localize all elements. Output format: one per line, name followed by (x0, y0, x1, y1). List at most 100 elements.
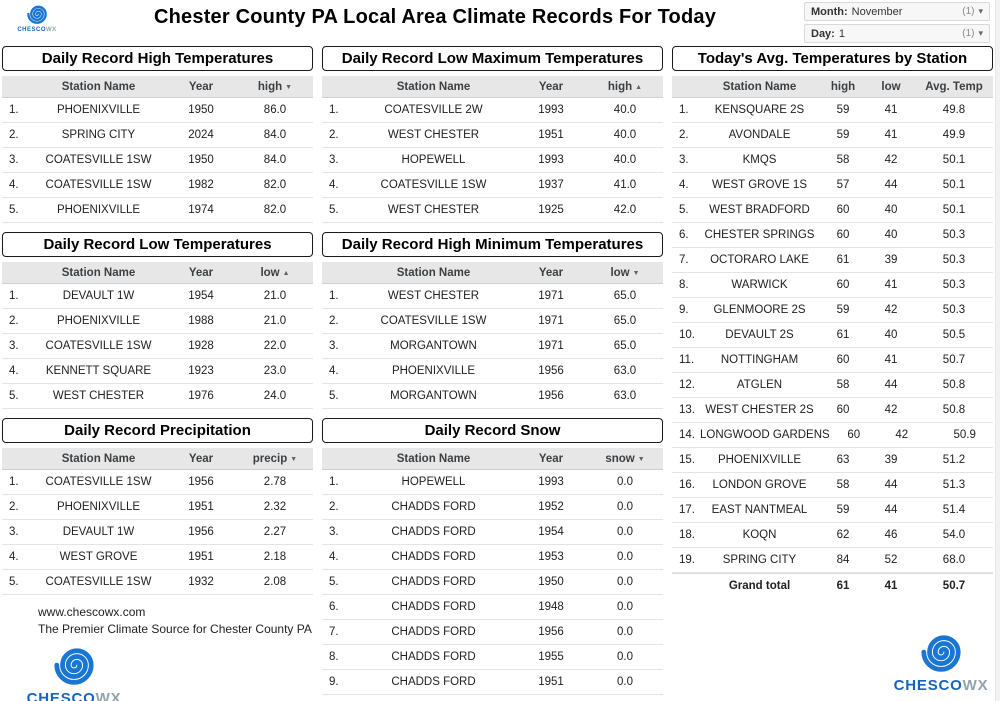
column-header-station-name[interactable]: Station Name (32, 453, 165, 465)
row-index: 1. (329, 476, 339, 488)
table-cell: 60 (847, 429, 861, 441)
table-cell: 50.8 (942, 404, 966, 416)
table-cell: 42 (884, 404, 898, 416)
row-index: 5. (329, 390, 339, 402)
month-filter-dropdown[interactable]: Month: November (1) ▾ (804, 2, 990, 21)
table-cell: MORGANTOWN (390, 340, 477, 352)
table-row: 1. HOPEWELL 1993 0.0 (322, 470, 663, 495)
column-header-station-name[interactable]: Station Name (32, 267, 165, 279)
column-header-station-name[interactable]: Station Name (32, 81, 165, 93)
table-row: 8. CHADDS FORD 1955 0.0 (322, 645, 663, 670)
column-header-label: Year (188, 266, 214, 279)
table-cell: 2024 (188, 129, 214, 141)
row-index: 7. (679, 254, 689, 266)
table-cell: WEST CHESTER (387, 129, 480, 141)
table-cell: 50.1 (942, 204, 966, 216)
column-header-year[interactable]: Year (165, 267, 237, 279)
table-cell: 0.0 (617, 501, 633, 513)
scrollbar-track[interactable] (995, 0, 1000, 701)
row-index: 5. (9, 204, 19, 216)
table-cell: 2.32 (263, 501, 287, 513)
table-cell: 0.0 (617, 526, 633, 538)
table-cell: 60 (836, 204, 850, 216)
column-header-high[interactable]: high ▲ (587, 81, 663, 93)
website-url[interactable]: www.chescowx.com (38, 605, 146, 619)
table-cell: COATESVILLE 1SW (45, 340, 152, 352)
column-header-low[interactable]: low (867, 81, 915, 93)
table-title: Daily Record High Temperatures (2, 46, 313, 71)
column-header-low[interactable]: low ▲ (237, 267, 313, 279)
column-header-year[interactable]: Year (515, 81, 587, 93)
table-cell: 82.0 (263, 204, 287, 216)
table-cell: 1954 (538, 526, 564, 538)
table-row: 16. LONDON GROVE 58 44 51.3 (672, 473, 993, 498)
table-row: 3. COATESVILLE 1SW 1928 22.0 (2, 334, 313, 359)
column-header-year[interactable]: Year (165, 81, 237, 93)
table-cell: 42 (895, 429, 909, 441)
column-header-label: high (830, 80, 856, 93)
table-cell: CHADDS FORD (391, 551, 476, 563)
middle-column: Daily Record Low Maximum Temperatures St… (322, 46, 663, 701)
table-cell: 1928 (188, 340, 214, 352)
table-cell: 1952 (538, 501, 564, 513)
table-cell: 2.08 (263, 576, 287, 588)
table-cell: 50.3 (942, 229, 966, 241)
column-header-year[interactable]: Year (165, 453, 237, 465)
column-header-station-name[interactable]: Station Name (352, 267, 515, 279)
table-cell: WEST CHESTER (387, 290, 480, 302)
table-cell: 50.1 (942, 179, 966, 191)
table-row: 3. HOPEWELL 1993 40.0 (322, 148, 663, 173)
table-row: 10. DEVAULT 2S 61 40 50.5 (672, 323, 993, 348)
table-row: 12. ATGLEN 58 44 50.8 (672, 373, 993, 398)
row-index: 9. (679, 304, 689, 316)
table-cell: 40 (884, 229, 898, 241)
table-cell: 50.3 (942, 279, 966, 291)
table-title: Daily Record High Minimum Temperatures (322, 232, 663, 257)
table-cell: 65.0 (613, 340, 637, 352)
column-header-station-name[interactable]: Station Name (700, 81, 819, 93)
table-cell: AVONDALE (728, 129, 791, 141)
table-cell: 44 (884, 504, 898, 516)
day-filter-dropdown[interactable]: Day: 1 (1) ▾ (804, 24, 990, 43)
sort-desc-icon: ▼ (285, 83, 293, 91)
column-header-station-name[interactable]: Station Name (352, 453, 515, 465)
table-row: 2. COATESVILLE 1SW 1971 65.0 (322, 309, 663, 334)
row-index: 18. (679, 529, 695, 541)
row-index: 1. (329, 290, 339, 302)
table-cell: COATESVILLE 1SW (45, 576, 152, 588)
row-index: 7. (329, 626, 339, 638)
table-cell: DEVAULT 1W (62, 526, 135, 538)
table-cell: 84.0 (263, 154, 287, 166)
column-header-station-name[interactable]: Station Name (352, 81, 515, 93)
table-cell: 0.0 (617, 551, 633, 563)
row-index: 3. (329, 154, 339, 166)
column-header-precip[interactable]: precip ▼ (237, 453, 313, 465)
table-body: 1. HOPEWELL 1993 0.0 2. CHADDS FORD 1952 0.0 3. C… (322, 470, 663, 695)
table-row: 5. WEST BRADFORD 60 40 50.1 (672, 198, 993, 223)
table-cell: WEST CHESTER (387, 204, 480, 216)
column-header-year[interactable]: Year (515, 453, 587, 465)
table-cell: 49.9 (942, 129, 966, 141)
table-cell: CHADDS FORD (391, 651, 476, 663)
month-filter-count: (1) (962, 6, 975, 17)
column-header-snow[interactable]: snow ▼ (587, 453, 663, 465)
column-header-high[interactable]: high (819, 81, 867, 93)
table-cell: LONGWOOD GARDENS (700, 429, 830, 441)
table-cell: 51.3 (942, 479, 966, 491)
day-filter-label: Day: (811, 27, 835, 40)
table-body: 1. KENSQUARE 2S 59 41 49.8 2. AVONDALE 59 41 49.9… (672, 98, 993, 598)
table-cell: 42 (884, 304, 898, 316)
table-cell: 61 (836, 580, 850, 592)
table-cell: 41 (884, 279, 898, 291)
column-header-high[interactable]: high ▼ (237, 81, 313, 93)
table-title: Daily Record Precipitation (2, 418, 313, 443)
row-index: 2. (679, 129, 689, 141)
column-header-avg-temp[interactable]: Avg. Temp (915, 81, 993, 93)
table-cell: 0.0 (617, 576, 633, 588)
table-row: 1. KENSQUARE 2S 59 41 49.8 (672, 98, 993, 123)
column-header-year[interactable]: Year (515, 267, 587, 279)
row-index: 8. (329, 651, 339, 663)
table-cell: 24.0 (263, 390, 287, 402)
table-cell: CHADDS FORD (391, 676, 476, 688)
column-header-low[interactable]: low ▼ (587, 267, 663, 279)
